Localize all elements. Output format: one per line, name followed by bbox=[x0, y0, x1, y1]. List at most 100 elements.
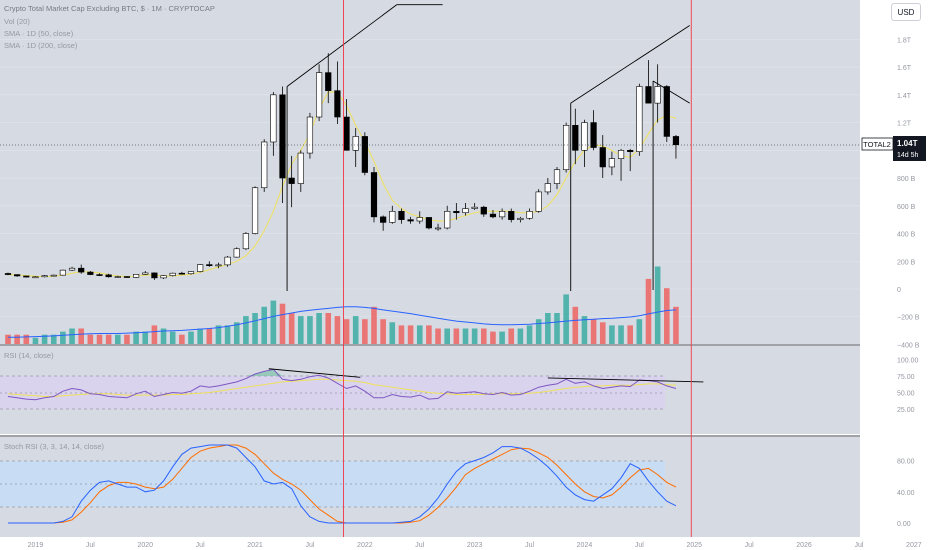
candle-body[interactable] bbox=[489, 213, 497, 218]
rsi-divergence-line[interactable] bbox=[268, 368, 361, 378]
candle-body[interactable] bbox=[68, 267, 76, 271]
candle-body[interactable] bbox=[389, 211, 396, 223]
candle-body[interactable] bbox=[105, 274, 112, 278]
candle-body[interactable] bbox=[398, 211, 405, 220]
candle-body[interactable] bbox=[187, 271, 195, 275]
candle-body[interactable] bbox=[581, 122, 588, 151]
candle-body[interactable] bbox=[434, 227, 442, 230]
candle-body[interactable] bbox=[599, 147, 606, 168]
candle-body[interactable] bbox=[654, 86, 661, 104]
volume-bar bbox=[298, 316, 304, 344]
volume-bar bbox=[535, 319, 542, 344]
candle-body[interactable] bbox=[114, 276, 121, 278]
candle-body[interactable] bbox=[636, 86, 643, 152]
candle-body[interactable] bbox=[306, 116, 314, 154]
candle-body[interactable] bbox=[169, 272, 176, 276]
candle-body[interactable] bbox=[343, 116, 350, 151]
candle-body[interactable] bbox=[444, 211, 451, 229]
candle-body[interactable] bbox=[608, 158, 615, 168]
candle-body[interactable] bbox=[416, 217, 423, 222]
candle-body[interactable] bbox=[197, 264, 204, 272]
candle-body[interactable] bbox=[590, 122, 597, 148]
candle-body[interactable] bbox=[233, 248, 240, 258]
volume-bar bbox=[444, 328, 450, 344]
candle-body[interactable] bbox=[160, 275, 167, 279]
volume-bar bbox=[554, 313, 560, 344]
candle-body[interactable] bbox=[425, 217, 433, 229]
trendline[interactable] bbox=[286, 4, 398, 87]
candle-body[interactable] bbox=[407, 219, 414, 222]
candle-body[interactable] bbox=[380, 216, 387, 223]
rsi-divergence-line[interactable] bbox=[547, 377, 704, 383]
candle-body[interactable] bbox=[251, 187, 259, 234]
candle-body[interactable] bbox=[544, 183, 551, 193]
candle-body[interactable] bbox=[553, 169, 561, 184]
candle-body[interactable] bbox=[508, 211, 515, 220]
candle-body[interactable] bbox=[242, 233, 250, 250]
candle-body[interactable] bbox=[261, 141, 268, 189]
candle-body[interactable] bbox=[297, 152, 304, 184]
volume-bar bbox=[188, 331, 194, 344]
candle-body[interactable] bbox=[453, 211, 460, 214]
stoch-rsi-pane[interactable] bbox=[0, 437, 860, 537]
bar-countdown: 14d 5h bbox=[897, 152, 919, 159]
candle-body[interactable] bbox=[325, 72, 332, 91]
candle-body[interactable] bbox=[41, 275, 48, 278]
candle-body[interactable] bbox=[462, 208, 469, 214]
candle-body[interactable] bbox=[627, 150, 634, 152]
candle-body[interactable] bbox=[23, 275, 30, 278]
price-tick-label: 1.4T bbox=[897, 93, 912, 100]
volume-bar bbox=[279, 303, 286, 344]
price-scale[interactable]: 1.8T 1.6T 1.4T 1.2T 800 B 600 B 400 B 200 B 0 −20… bbox=[860, 0, 932, 537]
candle-body[interactable] bbox=[151, 272, 158, 279]
candle-body[interactable] bbox=[206, 264, 213, 266]
candle-body[interactable] bbox=[370, 172, 378, 218]
candle-body[interactable] bbox=[279, 94, 286, 179]
candle-body[interactable] bbox=[480, 206, 487, 215]
candle-body[interactable] bbox=[59, 269, 66, 276]
candle-body[interactable] bbox=[32, 276, 39, 279]
candle-body[interactable] bbox=[178, 272, 185, 275]
time-axis[interactable]: 2019 Jul 2020 Jul 2021 Jul 2022 Jul 2023 Jul 2024 J… bbox=[0, 537, 932, 550]
trendline[interactable] bbox=[570, 25, 690, 104]
candle-body[interactable] bbox=[315, 72, 323, 118]
candle-body[interactable] bbox=[133, 273, 140, 278]
volume-bar bbox=[416, 325, 423, 344]
candle-body[interactable] bbox=[215, 264, 222, 267]
sma-200-line-path bbox=[8, 306, 677, 338]
candle-body[interactable] bbox=[352, 136, 359, 151]
stoch-tick-label: 0.00 bbox=[897, 521, 911, 528]
candle-body[interactable] bbox=[14, 274, 21, 277]
candle-body[interactable] bbox=[78, 267, 85, 273]
candle-body[interactable] bbox=[4, 273, 12, 275]
candle-body[interactable] bbox=[663, 86, 670, 137]
candle-body[interactable] bbox=[123, 276, 131, 278]
currency-button[interactable]: USD bbox=[891, 3, 921, 21]
candle-body[interactable] bbox=[572, 125, 579, 151]
candle-body[interactable] bbox=[645, 86, 652, 104]
sma-50-line bbox=[7, 91, 677, 278]
candle-body[interactable] bbox=[142, 272, 149, 275]
trendline[interactable] bbox=[652, 80, 690, 104]
candle-body[interactable] bbox=[87, 271, 94, 275]
rsi-pane[interactable] bbox=[0, 346, 860, 434]
candle-body[interactable] bbox=[535, 191, 542, 212]
candle-body[interactable] bbox=[672, 136, 680, 146]
candle-body[interactable] bbox=[334, 90, 341, 118]
candle-body[interactable] bbox=[517, 217, 524, 220]
candle-body[interactable] bbox=[50, 274, 57, 277]
candle-body[interactable] bbox=[471, 206, 478, 209]
volume-bar bbox=[499, 331, 505, 344]
candle-body[interactable] bbox=[361, 136, 368, 173]
candle-body[interactable] bbox=[96, 274, 103, 276]
candle-body[interactable] bbox=[563, 125, 570, 171]
rsi-legend: RSI (14, close) bbox=[4, 351, 54, 360]
candle-body[interactable] bbox=[498, 211, 506, 218]
candle-body[interactable] bbox=[224, 256, 231, 266]
candle-body[interactable] bbox=[270, 94, 277, 143]
candle-body[interactable] bbox=[526, 211, 533, 219]
candle-body[interactable] bbox=[617, 150, 625, 159]
candle-body[interactable] bbox=[288, 177, 295, 184]
price-pane[interactable] bbox=[0, 0, 860, 344]
